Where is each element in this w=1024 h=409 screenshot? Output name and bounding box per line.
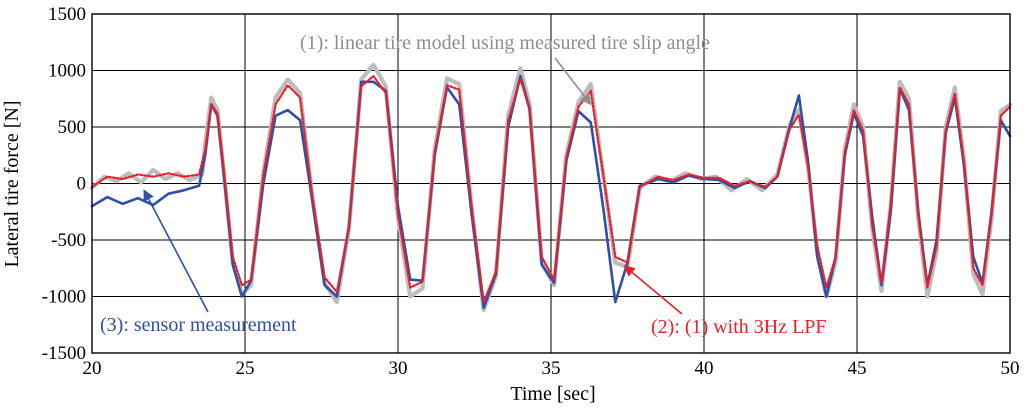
- x-tick-label: 25: [236, 358, 255, 379]
- x-tick-label: 20: [83, 358, 102, 379]
- x-tick-label: 30: [389, 358, 408, 379]
- y-axis-label: Lateral tire force [N]: [1, 100, 23, 267]
- y-tick-label: -1500: [42, 343, 86, 364]
- y-tick-label: -1000: [42, 287, 86, 308]
- plot-frame: [91, 13, 1011, 354]
- series-line-2: [90, 75, 1012, 304]
- y-tick-label: 0: [77, 174, 87, 195]
- grid: [91, 13, 1011, 354]
- annotation-label-2: (2): (1) with 3Hz LPF: [651, 316, 827, 338]
- y-tick-label: 500: [58, 117, 87, 138]
- y-tick-label: -500: [51, 230, 86, 251]
- y-tick-label: 1500: [48, 4, 86, 25]
- annotation-label-3: (3): sensor measurement: [100, 314, 297, 336]
- annotation-arrow-2: [623, 265, 683, 315]
- x-tick-label: 45: [848, 358, 867, 379]
- annotation-arrow-1: [554, 57, 592, 106]
- annotation-label-1: (1): linear tire model using measured ti…: [300, 32, 710, 54]
- series-layer: [89, 62, 1013, 313]
- y-tick-label: 1000: [48, 61, 86, 82]
- x-tick-label: 35: [542, 358, 561, 379]
- annotations: (1): linear tire model using measured ti…: [100, 32, 827, 338]
- x-axis-label: Time [sec]: [510, 383, 595, 405]
- ticks: 20 25 30 35 40 45 50 -1500 -1000 -500 0 500 1000 1500: [42, 4, 1020, 379]
- annotation-arrow-3: [143, 189, 209, 313]
- x-tick-label: 40: [695, 358, 714, 379]
- x-tick-label: 50: [1001, 358, 1020, 379]
